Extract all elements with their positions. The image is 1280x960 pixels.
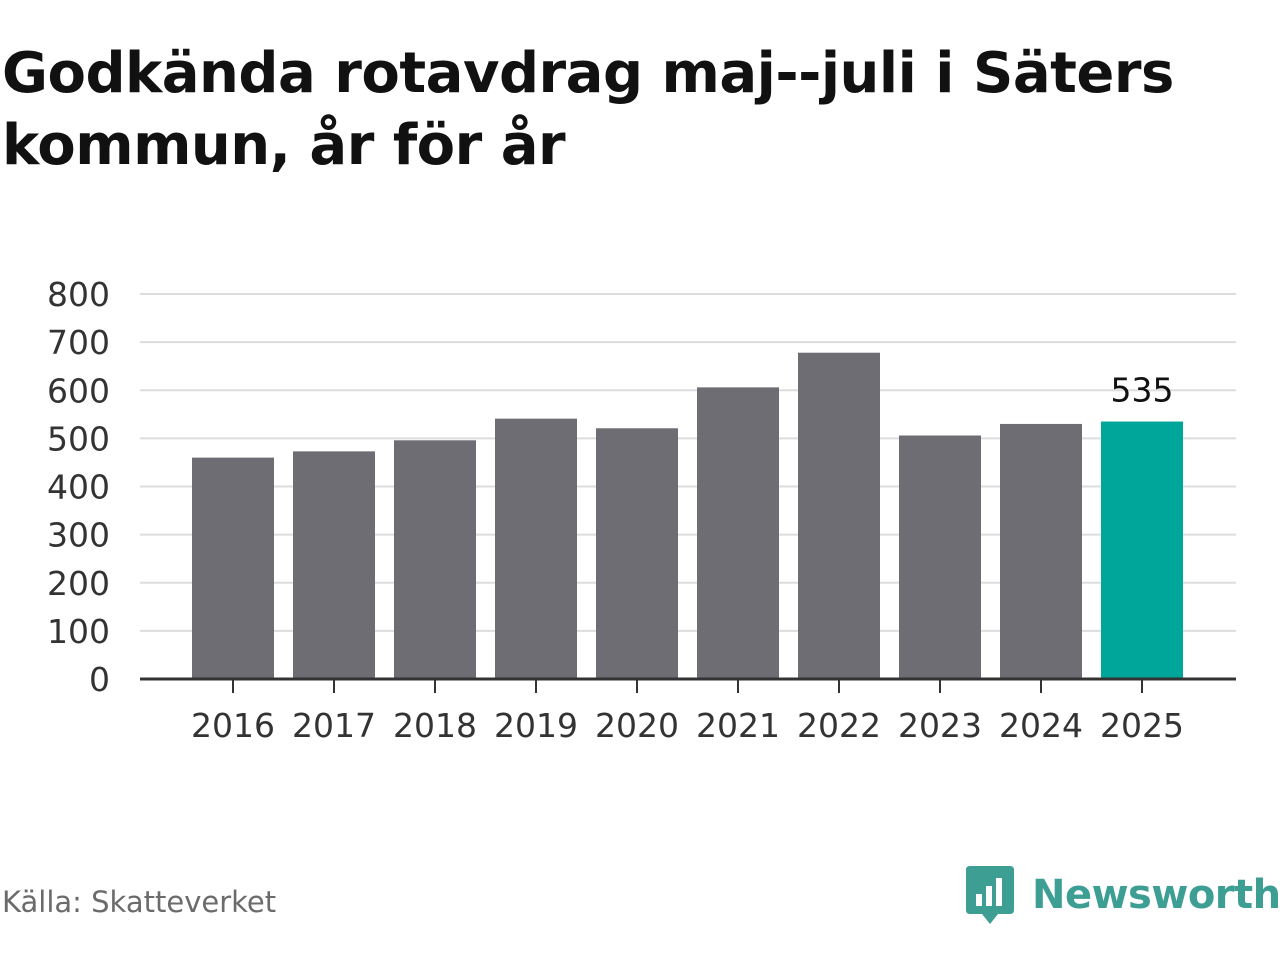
x-tick-label: 2023 (898, 706, 982, 745)
bar-chart-speech-bubble-icon (966, 866, 1014, 924)
chart-title: Godkända rotavdrag maj--juli i Säters ko… (2, 41, 1174, 178)
bar-2023 (899, 435, 981, 679)
brand-logo: Newsworthy (964, 864, 1280, 926)
y-tick-label: 200 (47, 564, 110, 603)
x-axis-ticks: 2016 2017 2018 2019 2020 2021 2022 2023 2024 2025 (191, 679, 1184, 745)
bar-2021 (697, 387, 779, 679)
y-tick-label: 800 (47, 275, 110, 314)
y-tick-label: 100 (47, 612, 110, 651)
y-tick-label: 700 (47, 323, 110, 362)
bars (192, 352, 1183, 679)
y-tick-label: 500 (47, 419, 110, 458)
y-tick-label: 300 (47, 516, 110, 555)
bar-2022 (798, 352, 880, 679)
bar-2016 (192, 457, 274, 679)
bar-2025 (1101, 421, 1183, 679)
x-tick-label: 2016 (191, 706, 275, 745)
bar-2024 (1000, 423, 1082, 679)
data-label-2025: 535 (1111, 371, 1174, 410)
x-tick-label: 2017 (292, 706, 376, 745)
bar-2020 (596, 428, 678, 679)
source-note: Källa: Skatteverket (2, 885, 277, 919)
data-labels: 535 (1111, 371, 1174, 410)
x-tick-label: 2021 (696, 706, 780, 745)
bar-2017 (293, 451, 375, 679)
x-tick-label: 2025 (1100, 706, 1184, 745)
y-tick-label: 600 (47, 371, 110, 410)
x-tick-label: 2018 (393, 706, 477, 745)
y-tick-label: 400 (47, 468, 110, 507)
bar-2018 (394, 440, 476, 679)
x-tick-label: 2024 (999, 706, 1083, 745)
bar-2019 (495, 418, 577, 679)
x-tick-label: 2020 (595, 706, 679, 745)
y-axis-ticks: 0 100 200 300 400 500 600 700 800 (47, 275, 110, 699)
brand-name: Newsworthy (1032, 872, 1280, 918)
y-tick-label: 0 (89, 660, 110, 699)
x-tick-label: 2019 (494, 706, 578, 745)
x-tick-label: 2022 (797, 706, 881, 745)
